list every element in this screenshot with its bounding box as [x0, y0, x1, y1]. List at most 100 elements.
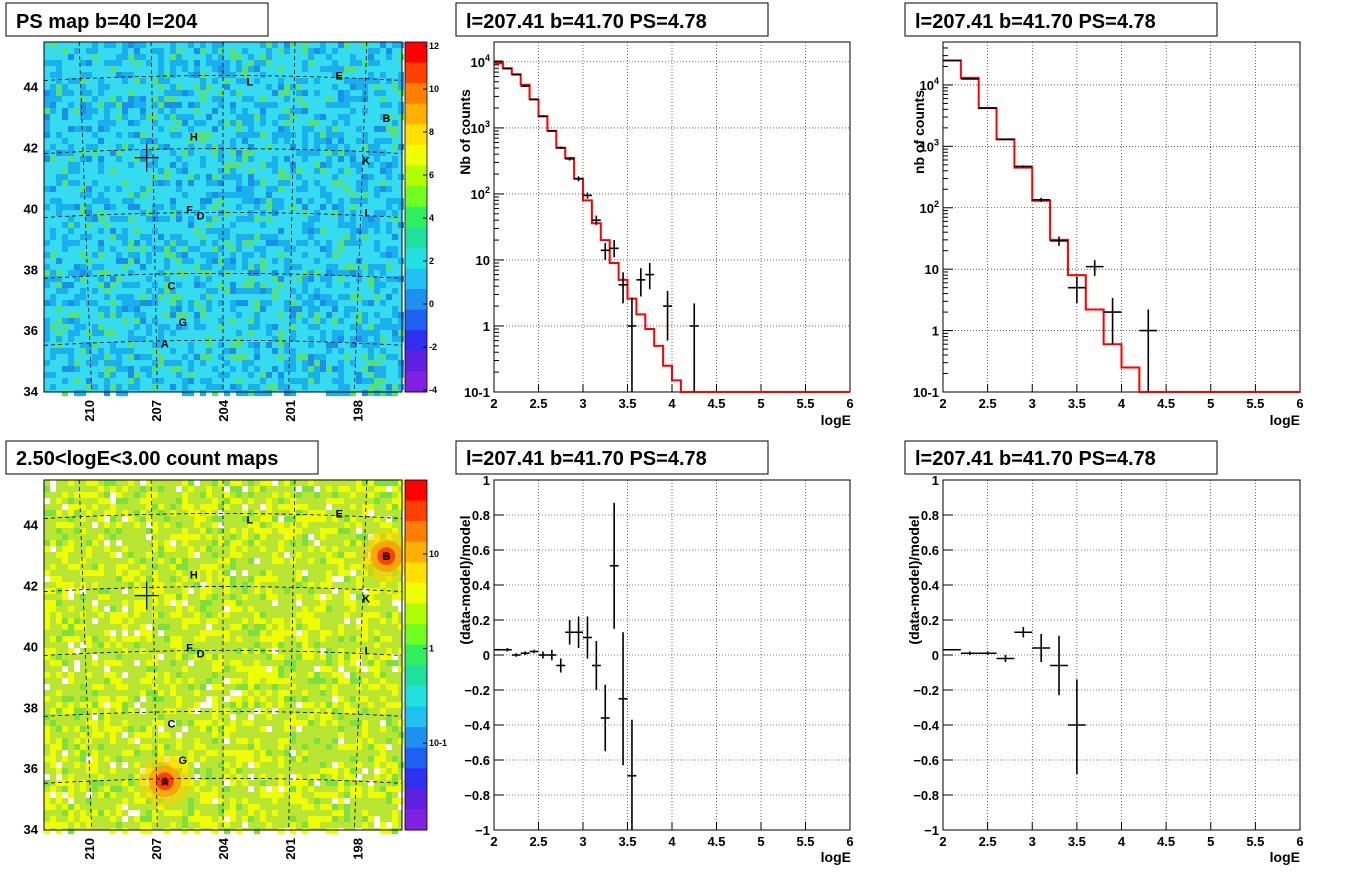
map-x-tick: 201 [283, 838, 298, 860]
spectrum-2-title: l=207.41 b=41.70 PS=4.78 [915, 11, 1156, 33]
spectrum-2-title-box [904, 2, 1218, 37]
plot-area: 2 2.5 3 3.5 4 4.5 5 5.5 6 −1 −0.8 −0.6 −0.4 −0.2 0 0.2 0… [464, 473, 853, 849]
source-label: E [336, 70, 343, 82]
data-point [574, 616, 583, 648]
source-label: L [246, 77, 253, 89]
spectrum-1-title: l=207.41 b=41.70 PS=4.78 [466, 11, 707, 33]
data-point [538, 115, 548, 118]
x-tick-label: 2 [490, 396, 497, 411]
data-point [1014, 165, 1033, 168]
map-y-tick: 36 [24, 323, 38, 338]
colorbar-tick: 10 [429, 84, 439, 94]
data-point [591, 641, 601, 690]
data-point [547, 649, 557, 661]
data-point [960, 651, 979, 655]
data-point [520, 85, 530, 87]
colorbar-tick: -2 [429, 342, 437, 352]
y-tick-label: 1 [483, 319, 490, 334]
data-point [494, 60, 503, 63]
y-tick-label: −0.6 [913, 753, 939, 768]
map-x-tick: 204 [216, 399, 231, 421]
map-y-tick: 38 [24, 262, 38, 277]
map-x-tick: 198 [350, 400, 365, 422]
data-point [538, 651, 548, 659]
data-point [591, 215, 601, 225]
map-y-tick: 34 [24, 822, 39, 837]
map-x-tick: 201 [283, 400, 298, 422]
source-label: C [168, 718, 176, 730]
x-tick-label: 4 [1118, 834, 1126, 849]
data-point [1067, 679, 1086, 774]
x-tick-label: 3 [1029, 834, 1036, 849]
y-tick-label: 0.4 [472, 578, 491, 593]
source-label: F [186, 642, 193, 654]
count-map-colorbar: 10 1 10-1 [404, 479, 447, 831]
data-point [600, 243, 610, 260]
ps-map-colorbar: 12 10 8 6 4 2 0 -2 -4 [404, 41, 439, 395]
x-tick-label: 5 [757, 396, 764, 411]
source-label: G [178, 317, 187, 329]
x-tick-label: 2.5 [529, 396, 547, 411]
data-point [511, 73, 521, 76]
data-point [1103, 297, 1122, 345]
data-point [1032, 634, 1051, 662]
residual-2-xlabel: logE [1270, 849, 1300, 865]
x-tick-label: 5.5 [1246, 396, 1264, 411]
map-y-tick: 36 [24, 761, 38, 776]
plot-area: 2 2.5 3 3.5 4 4.5 5 5.5 6 −1 −0.8 −0.6 −0.4 −0.2 0 0.2 0… [913, 473, 1303, 849]
colorbar-tick: 6 [429, 170, 434, 180]
count-map-title: 2.50<logE<3.00 count maps [16, 448, 278, 470]
longitude-line [353, 41, 368, 393]
map-x-tick: 198 [350, 838, 365, 860]
residual-2-ylabel: (data-model)/model [906, 515, 922, 644]
spectrum-1-xlabel: logE [821, 412, 851, 428]
residual-2-title: l=207.41 b=41.70 PS=4.78 [915, 448, 1156, 470]
map-y-tick: 34 [24, 384, 39, 399]
data-point [609, 502, 619, 629]
x-tick-label: 4.5 [707, 396, 725, 411]
map-x-tick: 204 [216, 837, 231, 859]
source-label: C [168, 280, 176, 292]
colorbar-tick: 10-1 [429, 738, 447, 748]
data-point [943, 648, 961, 651]
latitude-line [43, 777, 403, 784]
x-tick-label: 3.5 [1068, 396, 1086, 411]
data-point [978, 107, 997, 109]
x-tick-label: 3 [579, 834, 586, 849]
x-tick-label: 5 [1207, 396, 1214, 411]
source-label: I [365, 645, 368, 657]
ps-map-grid: L E B H K FD I C GA 44 42 40 38 36 34 210 207 204 201 198 [24, 41, 403, 422]
spectrum-1-title-box [455, 2, 769, 37]
data-point [609, 240, 619, 258]
source-label: A [161, 338, 169, 350]
y-tick-label: −0.8 [913, 788, 939, 803]
longitude-line [353, 479, 368, 831]
data-point [583, 616, 592, 659]
y-tick-label: 1 [932, 473, 939, 488]
data-point [1032, 197, 1051, 202]
map-y-tick: 42 [24, 579, 38, 594]
model-histogram-line [494, 62, 850, 393]
data-point [618, 272, 628, 304]
source-label: D [197, 210, 205, 222]
data-point [618, 632, 628, 766]
data-point [600, 684, 610, 752]
source-label: K [362, 594, 370, 606]
x-tick-label: 6 [846, 834, 853, 849]
data-point [520, 651, 530, 655]
data-point [529, 98, 539, 101]
longitude-line [288, 479, 296, 831]
x-tick-label: 2.5 [529, 834, 547, 849]
colorbar-tick: 12 [429, 41, 439, 51]
map-y-tick: 44 [24, 80, 39, 95]
x-tick-label: 2.5 [979, 396, 997, 411]
x-tick-label: 6 [1296, 834, 1303, 849]
residual-1-title: l=207.41 b=41.70 PS=4.78 [466, 448, 707, 470]
ps-map-title: PS map b=40 l=204 [16, 11, 198, 33]
data-point [663, 290, 672, 341]
x-tick-label: 5 [1207, 834, 1214, 849]
data-point [996, 138, 1015, 141]
data-point [1050, 236, 1068, 246]
